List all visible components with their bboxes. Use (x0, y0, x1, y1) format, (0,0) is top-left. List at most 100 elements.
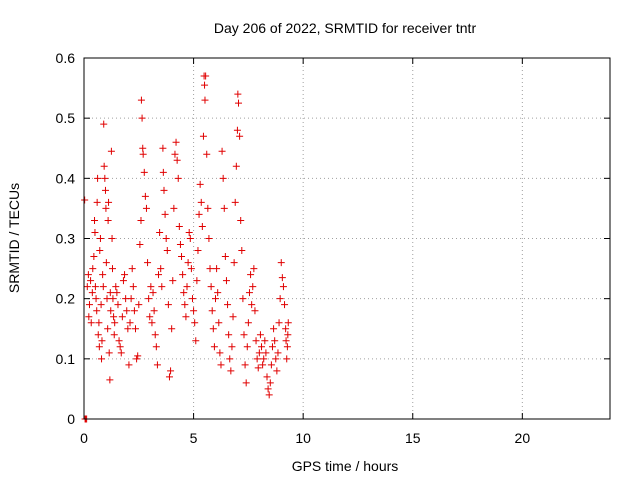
data-point (141, 192, 149, 200)
data-point (109, 295, 117, 303)
data-point (180, 289, 188, 297)
data-point (90, 253, 98, 261)
data-point (169, 277, 177, 285)
data-point (93, 198, 101, 206)
x-tick-label: 5 (190, 430, 198, 446)
axis-ticks: 0 0.1 0.2 0.3 0.4 0.5 0.6 0 5 10 15 20 (56, 50, 610, 446)
data-point (93, 307, 101, 315)
data-point (222, 277, 230, 285)
data-point (106, 376, 114, 384)
data-point (237, 216, 245, 224)
data-point (268, 343, 276, 351)
data-point (214, 289, 222, 297)
data-point (256, 331, 264, 339)
data-point (247, 271, 255, 279)
y-tick-label: 0 (67, 411, 75, 427)
data-point (91, 216, 99, 224)
data-point (163, 247, 171, 255)
data-point (100, 120, 108, 128)
data-point (182, 313, 190, 321)
data-point (243, 343, 251, 351)
data-point (101, 174, 109, 182)
data-point (212, 295, 219, 303)
data-point (238, 247, 246, 255)
data-point (116, 343, 124, 351)
data-point (283, 343, 291, 351)
data-point (201, 96, 209, 104)
data-point (112, 283, 120, 291)
data-point (111, 319, 119, 327)
y-tick-label: 0.4 (56, 170, 76, 186)
x-tick-label: 0 (80, 430, 88, 446)
data-point (282, 325, 290, 333)
data-point (110, 313, 118, 321)
data-point (118, 313, 126, 321)
data-point (153, 361, 161, 369)
data-point (228, 343, 236, 351)
data-point (84, 271, 92, 279)
data-point (249, 283, 257, 291)
data-point (99, 271, 107, 279)
data-point (282, 337, 290, 345)
data-point (98, 337, 106, 345)
data-point (281, 301, 289, 309)
data-point (203, 150, 211, 158)
data-point (276, 295, 284, 303)
data-point (215, 319, 223, 327)
data-point (273, 367, 281, 375)
data-point (278, 274, 286, 282)
data-point (136, 241, 144, 249)
data-point (277, 259, 285, 267)
data-point (130, 307, 138, 315)
data-point (115, 337, 123, 345)
data-point (134, 352, 142, 360)
data-point (158, 283, 166, 291)
data-point (253, 355, 261, 363)
data-point (106, 289, 114, 297)
data-point (204, 204, 212, 212)
data-point (103, 295, 111, 303)
data-point (265, 391, 273, 399)
data-point (88, 289, 96, 297)
data-point (164, 301, 172, 309)
chart-title: Day 206 of 2022, SRMTID for receiver tnt… (214, 20, 477, 36)
data-point (251, 307, 259, 315)
data-point (138, 114, 146, 122)
data-point (148, 319, 156, 327)
data-point (240, 331, 248, 339)
data-point (146, 313, 154, 321)
data-points (81, 72, 292, 423)
data-point (107, 147, 115, 155)
data-point (244, 319, 252, 327)
data-point (95, 319, 103, 327)
data-point (205, 235, 213, 242)
data-point (152, 343, 160, 351)
data-point (102, 204, 110, 212)
data-point (171, 150, 179, 158)
data-point (220, 204, 228, 212)
data-point (160, 186, 168, 194)
data-point (92, 295, 100, 303)
data-point (87, 319, 95, 327)
data-point (235, 99, 243, 107)
data-point (105, 349, 113, 357)
data-point (104, 216, 112, 224)
data-point (128, 265, 136, 273)
data-point (198, 222, 206, 230)
data-point (231, 198, 239, 206)
data-point (101, 186, 109, 194)
data-point (185, 228, 193, 236)
data-point (173, 156, 181, 164)
data-point (91, 228, 99, 236)
data-point (127, 295, 135, 303)
data-point (279, 283, 287, 291)
data-point (113, 289, 121, 297)
data-point (140, 168, 148, 176)
x-tick-label: 20 (515, 430, 531, 446)
data-point (242, 379, 250, 387)
x-axis-label: GPS time / hours (292, 458, 399, 474)
data-point (267, 361, 275, 369)
data-point (190, 307, 198, 315)
data-point (193, 277, 201, 285)
data-point (102, 259, 110, 267)
